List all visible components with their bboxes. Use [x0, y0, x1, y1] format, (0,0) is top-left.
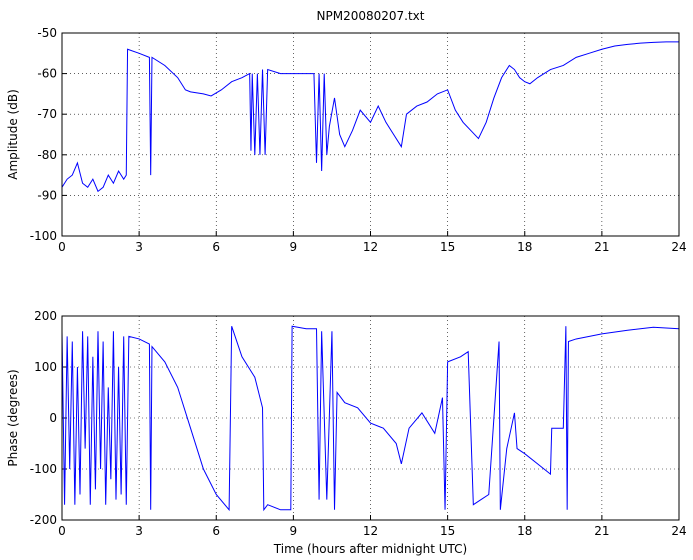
x-tick-label: 3: [135, 240, 143, 254]
x-tick-label: 24: [671, 524, 686, 538]
y-tick-label: -50: [37, 26, 57, 40]
x-tick-label: 18: [517, 524, 532, 538]
y-tick-label: 200: [34, 309, 57, 323]
x-tick-label: 3: [135, 524, 143, 538]
x-tick-label: 21: [594, 524, 609, 538]
data-line: [61, 41, 679, 193]
x-tick-label: 21: [594, 240, 609, 254]
x-tick-label: 6: [212, 240, 220, 254]
y-axis-label: Phase (degrees): [6, 369, 20, 466]
y-tick-label: -60: [37, 67, 57, 81]
x-tick-label: 9: [290, 524, 298, 538]
y-axis-label: Amplitude (dB): [6, 89, 20, 180]
x-tick-label: 6: [212, 524, 220, 538]
y-tick-label: 100: [34, 360, 57, 374]
data-line: [61, 325, 680, 512]
x-tick-label: 24: [671, 240, 686, 254]
y-tick-label: -70: [37, 107, 57, 121]
y-tick-label: 0: [49, 411, 57, 425]
chart-title: NPM20080207.txt: [317, 9, 425, 23]
axes-frame: [61, 315, 680, 521]
axes-frame: [61, 32, 680, 237]
x-tick-label: 12: [363, 240, 378, 254]
x-axis-label: Time (hours after midnight UTC): [273, 542, 467, 556]
x-tick-label: 12: [363, 524, 378, 538]
y-tick-label: -200: [30, 513, 57, 527]
x-tick-label: 15: [440, 240, 455, 254]
y-tick-label: -90: [37, 188, 57, 202]
y-tick-label: -100: [30, 462, 57, 476]
y-tick-label: -80: [37, 148, 57, 162]
x-tick-label: 15: [440, 524, 455, 538]
y-tick-label: -100: [30, 229, 57, 243]
x-tick-label: 18: [517, 240, 532, 254]
x-tick-label: 0: [58, 524, 66, 538]
x-tick-label: 0: [58, 240, 66, 254]
x-tick-label: 9: [290, 240, 298, 254]
